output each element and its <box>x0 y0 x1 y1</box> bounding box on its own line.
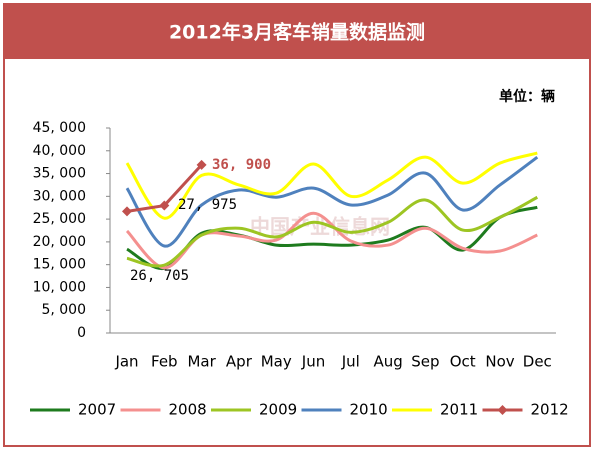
watermark: 中国产业信息网 <box>250 215 390 239</box>
data-label: 36, 900 <box>212 157 271 173</box>
y-tick-label: 35, 000 <box>33 166 86 182</box>
y-tick-label: 20, 000 <box>33 234 86 250</box>
y-tick-label: 45, 000 <box>33 120 86 136</box>
data-label: 27, 975 <box>178 197 237 213</box>
legend-label: 2012 <box>531 401 569 419</box>
series-line <box>125 155 539 248</box>
x-tick-label: Jun <box>301 353 325 371</box>
y-tick-label: 0 <box>77 325 86 341</box>
x-tick-label: May <box>261 353 292 371</box>
y-tick-label: 5, 000 <box>41 302 86 318</box>
point-marker <box>159 200 170 211</box>
x-tick-label: Dec <box>523 353 552 371</box>
legend-label: 2008 <box>169 401 207 419</box>
x-tick-label: Jul <box>341 353 360 371</box>
legend-label: 2010 <box>350 401 388 419</box>
x-tick-label: Aug <box>373 353 402 371</box>
title-bar <box>5 5 589 59</box>
legend-marker <box>497 405 508 415</box>
chart-title: 2012年3月客车销量数据监测 <box>169 21 425 44</box>
y-tick-label: 30, 000 <box>33 188 86 204</box>
x-tick-label: Feb <box>151 353 178 371</box>
series-line <box>126 195 539 268</box>
x-tick-label: Sep <box>411 353 439 371</box>
unit-label: 单位：辆 <box>499 88 555 105</box>
x-tick-label: Jan <box>114 353 138 371</box>
x-tick-label: Nov <box>485 353 514 371</box>
y-tick-label: 40, 000 <box>33 143 86 159</box>
x-tick-label: Oct <box>450 353 476 371</box>
legend-label: 2009 <box>259 401 297 419</box>
point-marker <box>122 206 132 217</box>
legend-label: 2011 <box>440 401 478 419</box>
y-tick-label: 25, 000 <box>33 211 86 227</box>
point-marker <box>196 159 207 170</box>
legend-label: 2007 <box>78 401 116 419</box>
series-line <box>125 151 538 220</box>
x-tick-label: Mar <box>187 353 216 371</box>
data-label: 26, 705 <box>130 268 189 284</box>
y-tick-label: 10, 000 <box>33 279 86 295</box>
y-tick-label: 15, 000 <box>33 257 86 273</box>
x-tick-label: Apr <box>226 353 253 371</box>
